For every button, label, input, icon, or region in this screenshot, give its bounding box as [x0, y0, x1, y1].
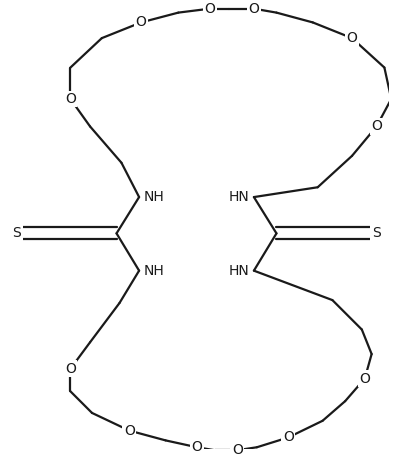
Text: O: O: [248, 2, 259, 16]
Text: O: O: [232, 443, 242, 457]
Text: O: O: [65, 362, 76, 376]
Text: O: O: [65, 92, 76, 106]
Text: O: O: [371, 119, 382, 133]
Text: S: S: [13, 226, 21, 240]
Text: O: O: [191, 440, 202, 454]
Text: O: O: [359, 372, 370, 386]
Text: O: O: [283, 430, 294, 445]
Text: NH: NH: [144, 190, 165, 204]
Text: O: O: [204, 2, 215, 16]
Text: O: O: [124, 424, 135, 438]
Text: O: O: [347, 31, 358, 45]
Text: S: S: [372, 226, 380, 240]
Text: HN: HN: [228, 264, 249, 278]
Text: HN: HN: [228, 190, 249, 204]
Text: NH: NH: [144, 264, 165, 278]
Text: O: O: [136, 16, 147, 29]
